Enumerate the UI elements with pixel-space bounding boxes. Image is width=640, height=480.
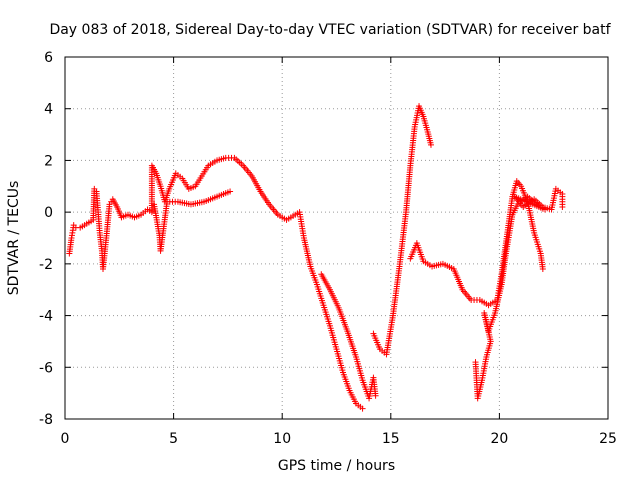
y-axis-label: SDTVAR / TECUs <box>6 181 22 296</box>
x-tick-label-1: 5 <box>169 431 178 447</box>
data-marks <box>66 103 566 412</box>
y-tick-label-5: 2 <box>44 153 53 169</box>
grid <box>65 57 608 419</box>
plot-frame <box>64 56 609 420</box>
y-tick-label-4: 0 <box>44 205 53 221</box>
x-tick-label-5: 25 <box>599 431 617 447</box>
x-tick-label-2: 10 <box>273 431 291 447</box>
y-tick-label-6: 4 <box>44 102 53 118</box>
y-tick-label-3: -2 <box>39 257 53 273</box>
x-tick-label-3: 15 <box>382 431 400 447</box>
data-point <box>227 188 234 195</box>
y-tick-label-2: -4 <box>39 309 53 325</box>
axis-ticks: 0 5 10 15 20 25 -8 -6 -4 -2 0 2 4 6 <box>39 50 617 447</box>
data-point <box>359 405 366 412</box>
y-tick-label-7: 6 <box>44 50 53 66</box>
data-point <box>539 266 546 273</box>
y-tick-label-1: -6 <box>39 360 53 376</box>
chart-title: Day 083 of 2018, Sidereal Day-to-day VTE… <box>49 22 611 38</box>
data-point <box>372 392 379 399</box>
x-axis-label: GPS time / hours <box>278 458 395 474</box>
x-tick-label-4: 20 <box>490 431 508 447</box>
data-point <box>559 203 566 210</box>
x-tick-label-0: 0 <box>61 431 70 447</box>
data-point <box>427 141 434 148</box>
y-tick-label-0: -8 <box>39 412 53 428</box>
